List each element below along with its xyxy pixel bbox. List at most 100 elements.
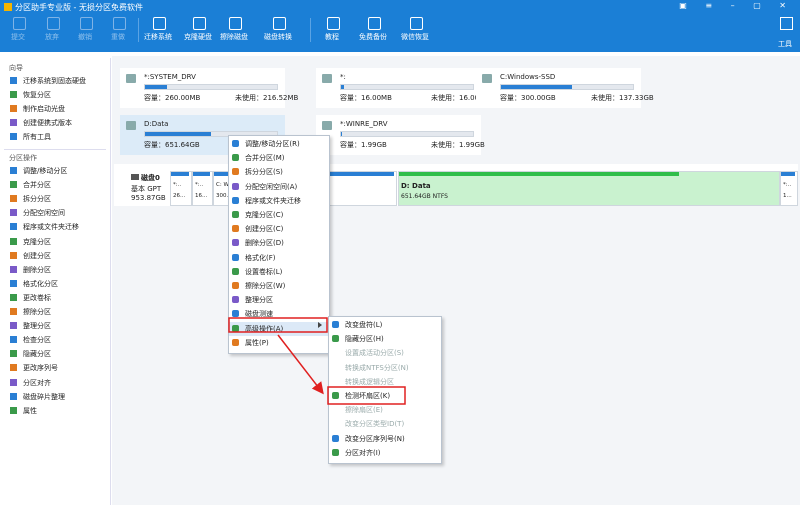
sidebar-item[interactable]: 隐藏分区 (23, 350, 51, 359)
toolbar-icon[interactable] (327, 17, 340, 30)
menu-icon (232, 140, 239, 147)
card-capacity: 容量：300.00GB (500, 94, 556, 102)
drive-icon (322, 121, 332, 130)
sidebar-item[interactable]: 调整/移动分区 (23, 167, 68, 175)
menu-item[interactable]: 擦除分区(W) (245, 282, 286, 290)
toolbar-icon[interactable] (780, 17, 793, 30)
sidebar-item[interactable]: 创建便携式版本 (23, 119, 72, 127)
menu-item[interactable]: 改变分区序列号(N) (345, 434, 405, 443)
menu-icon (332, 321, 339, 328)
disk-partition[interactable] (398, 171, 780, 206)
toolbar-label[interactable]: 免费备份 (359, 33, 387, 41)
menu-item[interactable]: 拆分分区(S) (245, 168, 283, 177)
toolbar-icon (47, 17, 60, 30)
partition-size: 26... (173, 193, 186, 199)
toolbar-icon (113, 17, 126, 30)
menu-item[interactable]: 设置卷标(L) (245, 267, 283, 276)
disk-icon (131, 174, 139, 180)
disk-partition[interactable] (192, 171, 213, 206)
menu-icon (232, 168, 239, 176)
sidebar-item[interactable]: 制作启动光盘 (23, 105, 65, 113)
sidebar-item[interactable]: 迁移系统到固态硬盘 (23, 77, 86, 85)
partition-bar (193, 172, 210, 176)
sidebar-icon (10, 237, 17, 245)
sidebar-item[interactable]: 合并分区 (23, 181, 51, 190)
toolbar-label[interactable]: 教程 (325, 33, 339, 41)
toolbar-icon (80, 17, 93, 30)
sidebar-item[interactable]: 磁盘碎片整理 (23, 392, 65, 401)
sidebar-icon (10, 293, 17, 301)
partition-size: 1... (783, 193, 792, 199)
sidebar-item[interactable]: 分区对齐 (23, 378, 51, 387)
menu-item[interactable]: 分配空闲空间(A) (245, 182, 298, 191)
sidebar-item[interactable]: 属性 (23, 406, 37, 415)
partition-name: *:.. (173, 182, 182, 188)
sidebar-item[interactable]: 克隆分区 (23, 237, 51, 246)
sidebar-item[interactable]: 创建分区 (23, 251, 51, 260)
toolbar-icon[interactable] (410, 17, 423, 30)
sidebar-icon (10, 133, 17, 140)
menu-item: 设置成活动分区(S) (345, 349, 404, 358)
sidebar-item[interactable]: 拆分分区 (23, 195, 51, 204)
sidebar-item[interactable]: 分配空闲空间 (23, 209, 65, 218)
card-name: C:Windows-SSD (500, 73, 556, 81)
menu-item[interactable]: 高级操作(A) (245, 324, 284, 333)
disk-partition[interactable] (170, 171, 192, 206)
partition-size: 16... (195, 193, 208, 199)
toolbar-label[interactable]: 迁移系统 (144, 33, 172, 41)
menu-item[interactable]: 整理分区 (245, 296, 273, 305)
sidebar-item[interactable]: 所有工具 (23, 133, 51, 141)
drive-icon (322, 74, 332, 83)
sidebar-item[interactable]: 格式化分区 (23, 279, 58, 288)
window-controls[interactable]: ▣ ≡ – ▢ ✕ (679, 1, 794, 10)
toolbar-icon[interactable] (193, 17, 206, 30)
sidebar-item[interactable]: 更改序列号 (23, 364, 58, 373)
toolbar-label[interactable]: 擦除磁盘 (220, 33, 248, 41)
menu-icon (332, 392, 339, 399)
menu-item[interactable]: 创建分区(C) (245, 225, 284, 234)
menu-item[interactable]: 删除分区(D) (245, 239, 284, 248)
toolbar-label[interactable]: 微信恢复 (401, 33, 429, 41)
disk-type: 基本 GPT (131, 185, 162, 193)
menu-item[interactable]: 隐藏分区(H) (345, 335, 384, 344)
toolbar-divider (310, 18, 311, 42)
menu-item[interactable]: 调整/移动分区(R) (245, 140, 300, 148)
sidebar-icon (10, 223, 17, 231)
app-icon (4, 3, 12, 11)
menu-item[interactable]: 改变盘符(L) (345, 321, 383, 329)
toolbar-label: 放弃 (45, 33, 59, 41)
toolbar-label[interactable]: 工具 (778, 40, 792, 48)
menu-item[interactable]: 磁盘测速 (245, 310, 273, 319)
toolbar-label[interactable]: 磁盘转换 (264, 33, 292, 41)
sidebar-item[interactable]: 擦除分区 (23, 308, 51, 316)
toolbar-icon[interactable] (229, 17, 242, 30)
menu-item[interactable]: 合并分区(M) (245, 154, 285, 163)
disk-size: 953.87GB (131, 194, 166, 202)
toolbar-icon[interactable] (273, 17, 286, 30)
toolbar-label[interactable]: 克隆硬盘 (184, 33, 212, 41)
menu-icon (232, 267, 239, 275)
sidebar-icon (10, 119, 17, 126)
menu-item[interactable]: 属性(P) (245, 338, 269, 347)
sidebar-item[interactable]: 恢复分区 (23, 91, 51, 99)
menu-icon (232, 211, 239, 218)
menu-item[interactable]: 程序或文件夹迁移 (245, 196, 301, 205)
menu-item[interactable]: 检测坏扇区(K) (345, 392, 391, 400)
disk-partition[interactable] (780, 171, 798, 206)
menu-item[interactable]: 格式化(F) (245, 253, 276, 262)
toolbar-icon[interactable] (153, 17, 166, 30)
card-name: *:WINRE_DRV (340, 120, 388, 128)
sidebar-item[interactable]: 程序或文件夹迁移 (23, 223, 79, 232)
sidebar-icon (10, 322, 17, 330)
sidebar-item[interactable]: 检查分区 (23, 336, 51, 345)
sidebar-item[interactable]: 整理分区 (23, 322, 51, 331)
menu-icon (332, 335, 339, 343)
menu-icon (232, 253, 239, 261)
sidebar-item[interactable]: 更改卷标 (23, 293, 51, 302)
card-free: 未使用：137.33GB (591, 94, 654, 102)
toolbar-icon[interactable] (368, 17, 381, 30)
menu-item[interactable]: 分区对齐(I) (345, 448, 381, 457)
sidebar-item[interactable]: 删除分区 (23, 265, 51, 274)
menu-item[interactable]: 克隆分区(C) (245, 211, 284, 219)
